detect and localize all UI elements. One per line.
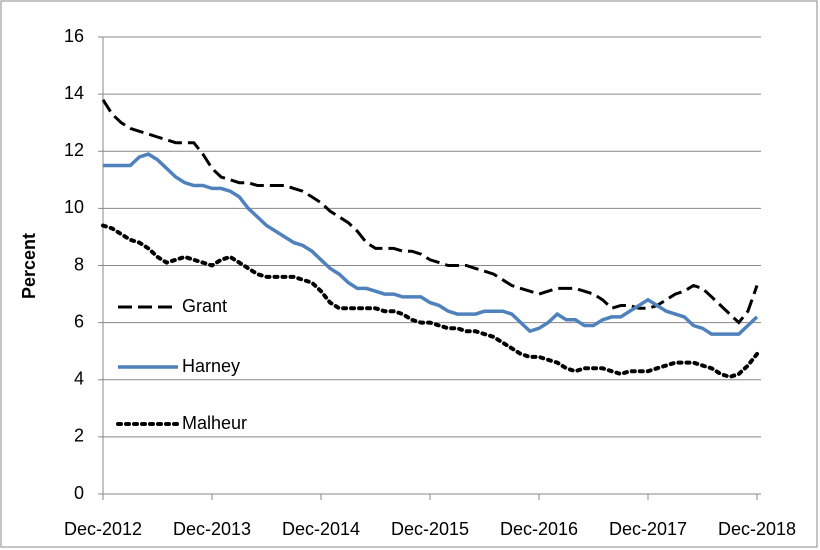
legend-label: Malheur xyxy=(182,413,247,433)
x-tick-label: Dec-2018 xyxy=(718,519,796,539)
x-tick-label: Dec-2013 xyxy=(173,519,251,539)
legend-label: Grant xyxy=(182,296,227,316)
legend-label: Harney xyxy=(182,356,240,376)
y-tick-label: 4 xyxy=(74,369,84,389)
x-tick-label: Dec-2014 xyxy=(282,519,360,539)
y-tick-label: 14 xyxy=(64,83,84,103)
x-tick-label: Dec-2017 xyxy=(609,519,687,539)
y-tick-label: 6 xyxy=(74,311,84,331)
y-tick-label: 12 xyxy=(64,140,84,160)
y-tick-label: 16 xyxy=(64,26,84,46)
x-tick-label: Dec-2016 xyxy=(500,519,578,539)
series-line xyxy=(101,223,759,380)
series-line xyxy=(101,98,759,325)
y-tick-label: 10 xyxy=(64,197,84,217)
x-tick-label: Dec-2012 xyxy=(64,519,142,539)
y-tick-label: 8 xyxy=(74,254,84,274)
y-tick-label: 2 xyxy=(74,426,84,446)
series-line xyxy=(103,152,759,336)
y-axis-label: Percent xyxy=(19,233,39,299)
y-tick-label: 0 xyxy=(74,483,84,503)
x-tick-label: Dec-2015 xyxy=(391,519,469,539)
